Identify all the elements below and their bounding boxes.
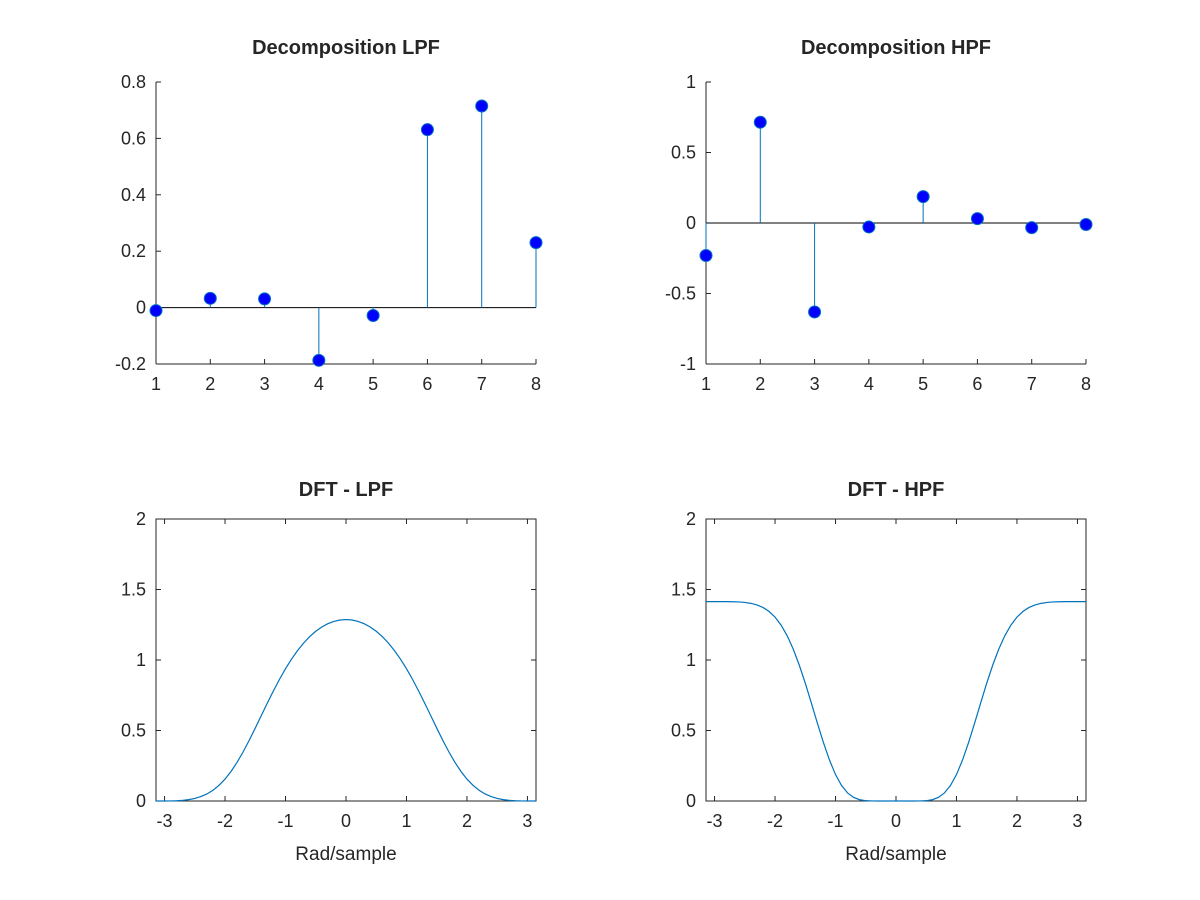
x-tick-label: -1 <box>828 811 844 831</box>
y-tick-label: 0.8 <box>121 72 146 92</box>
plot-area: -1 -0.5 0 0.5 1 1 2 3 4 5 6 7 8 <box>665 72 1093 394</box>
plot-decomposition-hpf: Decomposition HPF -1 -0.5 0 0.5 1 1 2 3 4 5 6 7 8 <box>665 37 1093 394</box>
y-tick-label: 1.5 <box>671 580 696 600</box>
x-tick-label: 1 <box>701 374 711 394</box>
y-tick-label: 2 <box>686 509 696 529</box>
stem-marker <box>1079 217 1093 231</box>
x-tick-label: 3 <box>810 374 820 394</box>
y-tick-label: 0 <box>136 791 146 811</box>
plot-decomposition-lpf: Decomposition LPF -0.2 0 0.2 0.4 0.6 0.8 1 2 3 4 5… <box>115 37 543 394</box>
y-tick-label: 0.5 <box>671 143 696 163</box>
stem-marker <box>312 353 326 367</box>
x-tick-label: 5 <box>918 374 928 394</box>
stem-marker <box>1025 221 1039 235</box>
stem-marker <box>149 304 163 318</box>
x-tick-label: -3 <box>707 811 723 831</box>
y-tick-label: 1.5 <box>121 580 146 600</box>
x-tick-label: 6 <box>972 374 982 394</box>
x-tick-label: 4 <box>864 374 874 394</box>
y-tick-label: 0.6 <box>121 128 146 148</box>
x-tick-label: 6 <box>422 374 432 394</box>
x-tick-label: -3 <box>157 811 173 831</box>
y-tick-label: 0 <box>686 791 696 811</box>
plot-area: 0 0.5 1 1.5 2 -3 -2 -1 0 1 2 3 <box>121 509 537 831</box>
x-tick-label: -2 <box>767 811 783 831</box>
x-tick-label: 2 <box>205 374 215 394</box>
x-tick-label: 0 <box>341 811 351 831</box>
x-tick-label: 8 <box>531 374 541 394</box>
y-tick-label: 2 <box>136 509 146 529</box>
y-tick-label: 0.2 <box>121 241 146 261</box>
x-tick-label: 3 <box>1072 811 1082 831</box>
stem-marker <box>475 99 489 113</box>
plot-area: 0 0.5 1 1.5 2 -3 -2 -1 0 1 2 3 <box>671 509 1087 831</box>
x-tick-label: 1 <box>951 811 961 831</box>
x-tick-label: 5 <box>368 374 378 394</box>
series-line <box>155 618 537 802</box>
x-tick-label: 1 <box>151 374 161 394</box>
series-line <box>706 600 1086 802</box>
y-tick-label: -0.2 <box>115 354 146 374</box>
x-tick-label: 3 <box>260 374 270 394</box>
y-tick-label: 1 <box>686 650 696 670</box>
x-axis-label: Rad/sample <box>295 844 396 865</box>
x-axis-label: Rad/sample <box>845 844 946 865</box>
y-tick-label: 0.4 <box>121 185 146 205</box>
y-tick-label: -0.5 <box>665 284 696 304</box>
y-tick-label: 0.5 <box>671 721 696 741</box>
x-tick-label: -1 <box>278 811 294 831</box>
x-tick-label: -2 <box>217 811 233 831</box>
stem-marker <box>529 236 543 250</box>
y-tick-label: 0 <box>686 213 696 233</box>
stem-marker <box>753 115 767 129</box>
chart-title: DFT - LPF <box>299 479 393 501</box>
x-tick-label: 1 <box>401 811 411 831</box>
plot-dft-hpf: DFT - HPF 0 0.5 1 1.5 2 -3 -2 -1 0 1 2 3 Rad/sample <box>671 479 1087 865</box>
x-tick-label: 8 <box>1081 374 1091 394</box>
chart-title: DFT - HPF <box>848 479 945 501</box>
y-tick-label: 0 <box>136 298 146 318</box>
x-tick-label: 2 <box>755 374 765 394</box>
stem-marker <box>420 123 434 137</box>
x-tick-label: 3 <box>522 811 532 831</box>
y-tick-label: 1 <box>136 650 146 670</box>
stem-marker <box>366 308 380 322</box>
stem-marker <box>699 248 713 262</box>
y-tick-label: 0.5 <box>121 721 146 741</box>
x-tick-label: 4 <box>314 374 324 394</box>
plot-dft-lpf: DFT - LPF 0 0.5 1 1.5 2 -3 -2 -1 0 1 2 3 Rad/sample <box>121 479 537 865</box>
plot-area: -0.2 0 0.2 0.4 0.6 0.8 1 2 3 4 5 6 7 8 <box>115 72 543 394</box>
chart-title: Decomposition LPF <box>252 37 440 59</box>
stem-marker <box>203 291 217 305</box>
stem-marker <box>916 190 930 204</box>
stem-marker <box>862 220 876 234</box>
stem-marker <box>970 212 984 226</box>
x-tick-label: 2 <box>462 811 472 831</box>
x-tick-label: 2 <box>1012 811 1022 831</box>
stem-marker <box>258 292 272 306</box>
y-tick-label: 1 <box>686 72 696 92</box>
x-tick-label: 0 <box>891 811 901 831</box>
stem-marker <box>808 305 822 319</box>
chart-title: Decomposition HPF <box>801 37 991 59</box>
x-tick-label: 7 <box>477 374 487 394</box>
y-tick-label: -1 <box>680 354 696 374</box>
x-tick-label: 7 <box>1027 374 1037 394</box>
